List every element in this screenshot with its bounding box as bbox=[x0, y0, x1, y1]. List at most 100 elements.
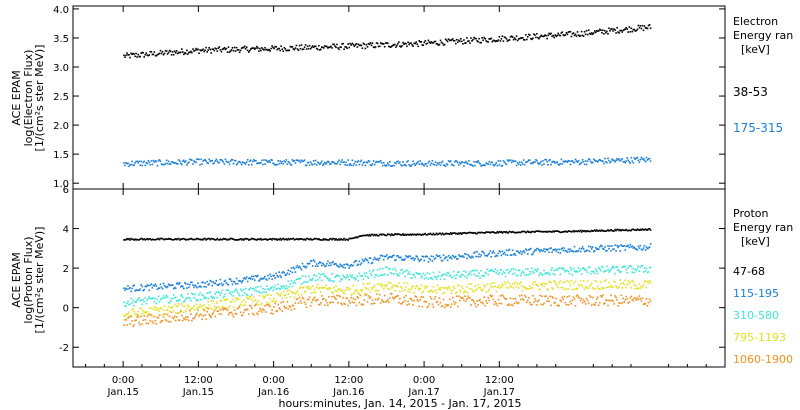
data-point bbox=[530, 37, 532, 40]
data-point bbox=[421, 305, 424, 308]
data-point bbox=[467, 291, 469, 294]
data-point bbox=[222, 161, 225, 163]
data-point bbox=[252, 301, 254, 303]
data-point bbox=[554, 281, 556, 283]
data-point bbox=[495, 290, 498, 293]
data-point bbox=[180, 162, 182, 165]
data-point bbox=[262, 287, 264, 290]
data-point bbox=[488, 160, 490, 163]
data-point bbox=[487, 231, 489, 233]
data-point bbox=[148, 289, 151, 292]
data-point bbox=[279, 295, 281, 297]
data-point bbox=[261, 47, 263, 49]
data-point bbox=[145, 52, 148, 54]
data-point bbox=[131, 53, 133, 56]
data-point bbox=[541, 284, 543, 286]
data-point bbox=[490, 268, 493, 271]
data-point bbox=[559, 273, 562, 276]
data-point bbox=[173, 297, 176, 299]
data-point bbox=[139, 238, 141, 240]
data-point bbox=[374, 298, 377, 301]
data-point bbox=[171, 297, 174, 300]
data-point bbox=[277, 293, 279, 296]
data-point bbox=[530, 247, 532, 250]
data-point bbox=[557, 304, 559, 307]
data-point bbox=[626, 298, 628, 300]
data-point bbox=[575, 288, 578, 290]
data-point bbox=[306, 287, 309, 290]
data-point bbox=[599, 301, 601, 304]
data-point bbox=[585, 29, 588, 32]
data-point bbox=[610, 268, 612, 271]
data-point bbox=[295, 291, 298, 294]
data-point bbox=[403, 164, 405, 166]
data-point bbox=[644, 27, 647, 29]
data-point bbox=[212, 281, 214, 283]
data-point bbox=[335, 275, 337, 277]
data-point bbox=[296, 159, 299, 162]
data-point bbox=[468, 231, 470, 234]
data-point bbox=[498, 302, 501, 305]
data-point bbox=[341, 264, 343, 267]
data-point bbox=[270, 275, 272, 278]
data-point bbox=[498, 284, 501, 287]
data-point bbox=[312, 259, 315, 261]
data-point bbox=[375, 293, 378, 295]
data-point bbox=[322, 273, 324, 275]
data-point bbox=[333, 263, 335, 266]
data-point bbox=[487, 163, 489, 165]
data-point bbox=[305, 48, 308, 50]
data-point bbox=[431, 278, 434, 280]
data-point bbox=[578, 297, 581, 299]
data-point bbox=[123, 287, 125, 289]
data-point bbox=[637, 159, 640, 162]
data-point bbox=[449, 290, 452, 292]
data-point bbox=[222, 309, 225, 311]
data-point bbox=[276, 163, 278, 166]
data-point bbox=[320, 261, 322, 264]
data-point bbox=[221, 289, 224, 291]
data-point bbox=[481, 37, 483, 39]
data-point bbox=[376, 42, 379, 45]
data-point bbox=[172, 239, 175, 241]
data-point bbox=[519, 231, 522, 234]
data-point bbox=[487, 253, 489, 256]
data-point bbox=[370, 303, 373, 305]
data-point bbox=[446, 163, 449, 166]
data-point bbox=[564, 230, 567, 232]
data-point bbox=[380, 162, 383, 164]
data-point bbox=[632, 281, 635, 283]
data-point bbox=[331, 273, 333, 275]
data-point bbox=[317, 283, 319, 286]
data-point bbox=[398, 282, 400, 284]
data-point bbox=[437, 255, 440, 257]
data-point bbox=[262, 295, 264, 298]
data-point bbox=[623, 265, 625, 267]
data-point bbox=[490, 256, 493, 258]
data-point bbox=[453, 39, 456, 42]
data-point bbox=[573, 288, 576, 290]
data-point bbox=[445, 287, 448, 289]
data-point bbox=[526, 161, 528, 163]
data-point bbox=[568, 31, 571, 33]
data-point bbox=[449, 39, 452, 42]
data-point bbox=[610, 229, 612, 231]
data-point bbox=[203, 237, 205, 240]
data-point bbox=[302, 287, 305, 289]
data-point bbox=[207, 283, 209, 286]
data-point bbox=[416, 272, 418, 275]
data-point bbox=[290, 309, 293, 311]
data-point bbox=[631, 279, 634, 282]
data-point bbox=[470, 257, 472, 259]
data-point bbox=[214, 315, 217, 318]
data-point bbox=[259, 162, 261, 164]
data-point bbox=[397, 42, 399, 45]
data-point bbox=[531, 253, 533, 256]
data-point bbox=[488, 270, 490, 272]
data-point bbox=[563, 269, 566, 271]
data-point bbox=[573, 230, 576, 233]
data-point bbox=[191, 319, 193, 322]
data-point bbox=[340, 265, 342, 267]
data-point bbox=[530, 287, 532, 289]
data-point bbox=[503, 272, 506, 274]
